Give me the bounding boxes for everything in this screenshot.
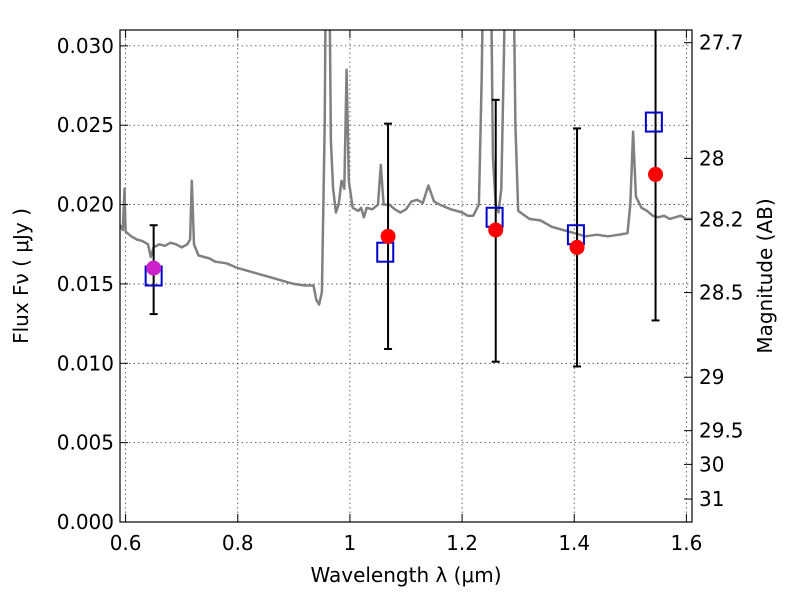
model-photometry-square [376,241,395,263]
right-tick-label: 31 [699,487,724,511]
grid [120,30,692,522]
right-tick-label: 29.5 [699,419,744,443]
x-tick-label: 1.2 [446,531,478,555]
observed-flux-point [380,228,396,244]
y-tick-label: 0.005 [57,431,114,455]
observed-flux-point [569,239,585,255]
right-tick-label: 27.7 [699,31,744,55]
x-tick-label: 1.6 [670,531,702,555]
x-axis-label: Wavelength λ (μm) [310,563,501,587]
model-spectrum-line [120,30,692,306]
y-tick-label: 0.025 [57,113,114,137]
right-tick-label: 29 [699,365,724,389]
axis-ticks: 0.6 0.8 1 1.2 1.4 1.6 0.000 0.005 0.010 0.015 0.02… [57,30,744,555]
y-tick-label: 0.020 [57,193,114,217]
plot-frame [119,29,693,523]
y-tick-label: 0.030 [57,34,114,58]
x-tick-label: 0.6 [110,531,142,555]
y-tick-label: 0.010 [57,351,114,375]
observed-flux-point [146,260,162,276]
observed-flux-point [648,166,664,182]
y-tick-label: 0.015 [57,272,114,296]
right-tick-label: 28 [699,146,724,170]
y-tick-label: 0.000 [57,510,114,534]
right-tick-label: 28.2 [699,208,744,232]
model-photometry-square [644,111,663,133]
x-tick-label: 1 [344,531,357,555]
x-tick-label: 0.8 [222,531,254,555]
right-axis-label: Magnitude (AB) [753,198,777,353]
x-tick-label: 1.4 [558,531,590,555]
observed-flux-point [488,222,504,238]
right-tick-label: 28.5 [699,281,744,305]
plot-area [120,30,692,368]
right-tick-label: 30 [699,452,724,476]
y-axis-label: Flux Fν ( μJy ) [9,208,33,344]
